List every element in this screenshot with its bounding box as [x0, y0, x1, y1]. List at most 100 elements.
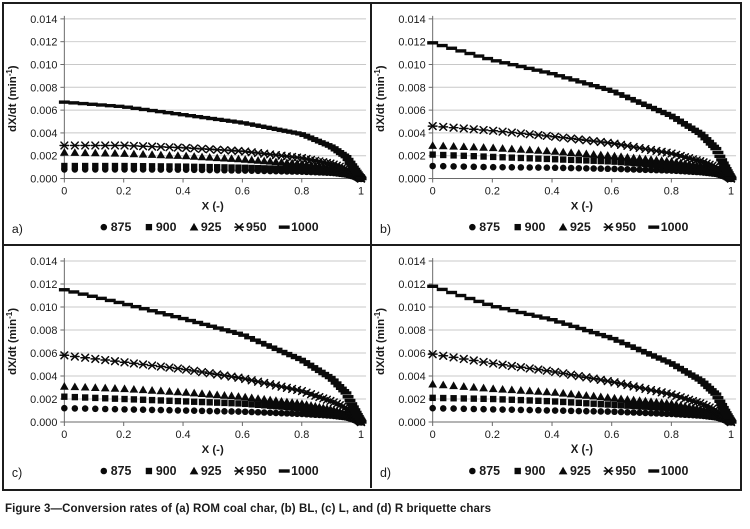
x-tick-label: 1 — [358, 185, 364, 197]
legend-label: 900 — [156, 464, 177, 478]
legend-label: 875 — [479, 220, 500, 234]
legend-label: 1000 — [661, 464, 689, 478]
legend-label: 925 — [570, 464, 591, 478]
legend-label: 950 — [615, 220, 636, 234]
y-tick-label: 0.000 — [30, 174, 57, 186]
y-tick-label: 0.010 — [30, 302, 57, 314]
y-tick-label: 0.012 — [398, 37, 425, 49]
y-tick-label: 0.000 — [398, 417, 425, 429]
panel-letter: d) — [380, 466, 391, 480]
y-axis-title: dX/dt (min-1) — [373, 65, 387, 132]
panel-letter: b) — [380, 222, 391, 236]
x-tick-label: 0 — [61, 429, 67, 441]
y-tick-label: 0.012 — [30, 37, 57, 49]
x-tick-label: 0.8 — [294, 185, 309, 197]
x-axis-title: X (-) — [571, 444, 593, 456]
x-tick-label: 0.4 — [544, 429, 559, 441]
legend-label: 1000 — [661, 220, 689, 234]
x-tick-label: 0.4 — [175, 429, 190, 441]
y-tick-label: 0.008 — [30, 325, 57, 337]
y-tick-label: 0.012 — [30, 279, 57, 291]
legend-label: 925 — [570, 220, 591, 234]
figure-box: 0.000 0.002 0.004 0.006 0.008 0.010 0.012 0.014… — [2, 2, 742, 491]
y-tick-label: 0.012 — [398, 279, 425, 291]
series-950 — [59, 141, 367, 183]
y-tick-label: 0.002 — [398, 151, 425, 163]
y-tick-label: 0.008 — [398, 82, 425, 94]
legend-label: 925 — [201, 220, 222, 234]
x-tick-label: 1 — [728, 429, 734, 441]
legend: 875 900 925 950 1000 — [100, 464, 319, 478]
x-tick-label: 0.8 — [664, 429, 679, 441]
x-tick-label: 0.8 — [664, 185, 679, 197]
x-tick-label: 1 — [358, 429, 364, 441]
series-1000 — [58, 288, 367, 424]
panel-d: 0.000 0.002 0.004 0.006 0.008 0.010 0.012 0.014… — [372, 246, 740, 488]
legend-label: 950 — [246, 220, 267, 234]
legend-label: 875 — [111, 464, 132, 478]
y-tick-label: 0.014 — [30, 256, 57, 268]
x-tick-label: 0 — [430, 429, 436, 441]
y-tick-label: 0.002 — [398, 394, 425, 406]
panel-b: 0.000 0.002 0.004 0.006 0.008 0.010 0.012 0.014… — [372, 4, 740, 246]
chart-a-rom-coal-char: 0.000 0.002 0.004 0.006 0.008 0.010 0.012 0.014… — [5, 14, 367, 236]
panel-letter: a) — [12, 222, 23, 236]
y-tick-label: 0.004 — [30, 371, 57, 383]
x-tick-label: 0.8 — [294, 429, 309, 441]
x-axis-title: X (-) — [202, 444, 224, 456]
chart-d-r-briquette-char: 0.000 0.002 0.004 0.006 0.008 0.010 0.012 0.014… — [373, 256, 737, 480]
series-1000 — [427, 41, 737, 181]
y-axis-title: dX/dt (min-1) — [373, 308, 387, 375]
panel-a: 0.000 0.002 0.004 0.006 0.008 0.010 0.012 0.014… — [4, 4, 372, 246]
x-tick-label: 0.2 — [116, 185, 131, 197]
y-tick-label: 0.014 — [398, 14, 425, 26]
y-tick-label: 0.002 — [30, 394, 57, 406]
x-tick-label: 0.6 — [235, 185, 250, 197]
series-1000 — [58, 100, 367, 181]
x-tick-label: 0.6 — [604, 185, 619, 197]
x-tick-label: 0 — [61, 185, 67, 197]
y-tick-label: 0.014 — [30, 14, 57, 26]
legend-label: 900 — [156, 220, 177, 234]
gridlines — [64, 18, 367, 157]
y-tick-label: 0.006 — [30, 348, 57, 360]
legend-label: 925 — [201, 464, 222, 478]
chart-b-bl-briquette-char: 0.000 0.002 0.004 0.006 0.008 0.010 0.012 0.014… — [373, 14, 737, 236]
y-tick-label: 0.014 — [398, 256, 425, 268]
figure-caption: Figure 3—Conversion rates of (a) ROM coa… — [5, 503, 492, 515]
legend: 875 900 925 950 1000 — [469, 464, 688, 478]
chart-c-l-briquette-char: 0.000 0.002 0.004 0.006 0.008 0.010 0.012 0.014… — [5, 256, 367, 480]
y-tick-label: 0.004 — [398, 371, 425, 383]
y-tick-label: 0.002 — [30, 151, 57, 163]
legend-label: 1000 — [291, 464, 319, 478]
legend: 875 900 925 950 1000 — [100, 220, 319, 234]
x-tick-label: 0 — [430, 185, 436, 197]
y-tick-label: 0.008 — [398, 325, 425, 337]
x-tick-label: 0.4 — [175, 185, 190, 197]
y-tick-label: 0.008 — [30, 82, 57, 94]
series-1000 — [427, 284, 737, 424]
y-tick-label: 0.000 — [398, 174, 425, 186]
series-950 — [427, 350, 737, 427]
x-axis-title: X (-) — [202, 200, 224, 212]
legend-label: 1000 — [291, 220, 319, 234]
x-tick-label: 0.2 — [485, 429, 500, 441]
y-tick-label: 0.006 — [398, 105, 425, 117]
panel-c: 0.000 0.002 0.004 0.006 0.008 0.010 0.012 0.014… — [4, 246, 372, 488]
y-tick-label: 0.006 — [398, 348, 425, 360]
y-tick-label: 0.004 — [398, 128, 425, 140]
x-axis-title: X (-) — [571, 200, 593, 212]
y-tick-label: 0.006 — [30, 105, 57, 117]
y-axis-title: dX/dt (min-1) — [5, 308, 19, 375]
x-tick-label: 1 — [728, 185, 734, 197]
legend-label: 900 — [525, 464, 546, 478]
y-tick-label: 0.000 — [30, 417, 57, 429]
legend-label: 950 — [246, 464, 267, 478]
axes — [60, 15, 367, 183]
y-tick-label: 0.010 — [398, 59, 425, 71]
gridlines — [432, 18, 737, 157]
legend: 875 900 925 950 1000 — [469, 220, 688, 234]
x-tick-label: 0.4 — [544, 185, 559, 197]
x-tick-label: 0.6 — [235, 429, 250, 441]
